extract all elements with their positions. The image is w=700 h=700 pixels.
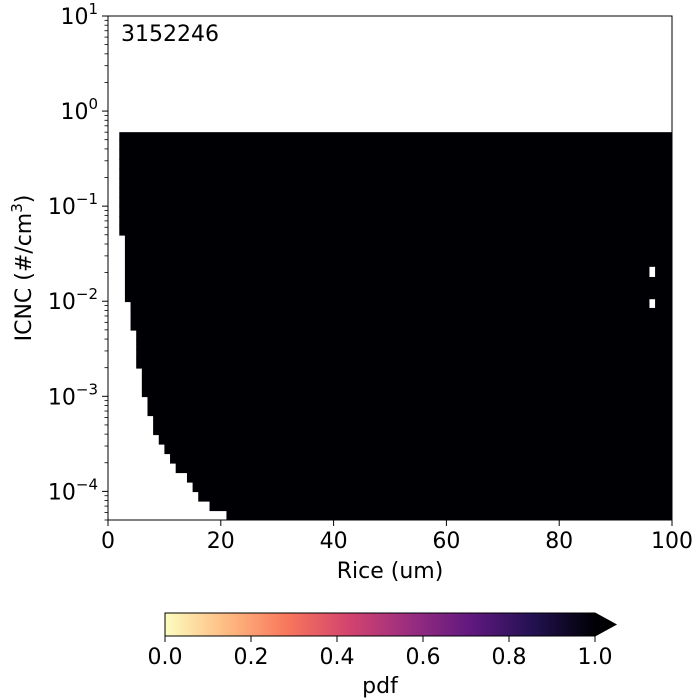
heatmap-cell-row-37 xyxy=(119,159,672,170)
heatmap-cell-row-32 xyxy=(119,206,672,217)
y-tick-label: 101 xyxy=(60,0,98,30)
heatmap-cell-row-26 xyxy=(124,263,672,274)
heatmap-cell-row-0 xyxy=(226,510,672,520)
heatmap-cell-row-18 xyxy=(136,339,672,350)
heatmap-cell-row-22 xyxy=(130,301,672,312)
heatmap-cell-row-24 xyxy=(124,282,672,293)
colorbar-tick-label: 1.0 xyxy=(578,645,613,670)
plot-frame xyxy=(107,15,673,521)
heatmap-cell-row-13 xyxy=(141,387,672,398)
y-axis-label: ICNC (#/cm3) xyxy=(8,195,37,342)
colorbar-gradient xyxy=(165,613,595,636)
heatmap-cell-row-14 xyxy=(141,377,672,388)
colorbar-tick-label: 0.4 xyxy=(320,645,355,670)
heatmap-cell-row-11 xyxy=(147,406,672,417)
heatmap-cell-row-1 xyxy=(209,501,672,512)
x-tick-label: 40 xyxy=(320,529,348,554)
colorbar-tick-label: 0.2 xyxy=(234,645,269,670)
y-tick-label: 10−4 xyxy=(48,475,98,505)
colorbar-extend-arrow xyxy=(595,613,616,636)
heatmap-cell-row-25 xyxy=(124,273,672,284)
heatmap-empty-cell-0 xyxy=(649,266,656,277)
heatmap-cell-row-12 xyxy=(147,396,672,407)
annotation-label: 3152246 xyxy=(121,22,219,47)
heatmap-cell-row-39 xyxy=(119,140,672,151)
y-tick-label: 10−3 xyxy=(48,380,98,410)
colorbar-tick-label: 0.0 xyxy=(148,645,183,670)
heatmap-cell-row-21 xyxy=(130,311,672,322)
heatmap-empty-cell-1 xyxy=(649,299,656,308)
colorbar-tick-label: 0.8 xyxy=(492,645,527,670)
heatmap-cell-row-19 xyxy=(136,330,672,341)
x-axis-label: Rice (um) xyxy=(337,559,444,584)
x-tick-label: 20 xyxy=(207,529,235,554)
y-tick-label: 10−1 xyxy=(48,190,98,220)
heatmap-cell-row-15 xyxy=(141,368,672,379)
colorbar-label: pdf xyxy=(362,674,399,699)
heatmap-cell-row-5 xyxy=(175,463,672,474)
colorbar: 0.0 0.2 0.4 0.6 0.8 1.0 xyxy=(148,612,618,670)
heatmap-cell-row-6 xyxy=(170,453,672,464)
heatmap-cell-row-7 xyxy=(164,444,672,455)
heatmap-cell-row-8 xyxy=(158,434,672,445)
heatmap-cell-row-9 xyxy=(153,425,672,436)
heatmap-cell-row-30 xyxy=(119,225,672,236)
heatmap-cell-row-2 xyxy=(198,491,672,502)
heatmap-cells xyxy=(119,132,672,520)
x-tick-label: 60 xyxy=(432,529,460,554)
heatmap-cell-row-10 xyxy=(153,415,672,426)
heatmap-cell-row-28 xyxy=(124,244,672,255)
heatmap-cell-row-20 xyxy=(130,320,672,331)
heatmap-cell-row-23 xyxy=(124,292,672,303)
heatmap-cell-row-34 xyxy=(119,187,672,198)
x-tick-label: 100 xyxy=(651,529,693,554)
colorbar-tick-label: 0.6 xyxy=(406,645,441,670)
heatmap-cell-row-38 xyxy=(119,149,672,160)
plot-area xyxy=(107,15,673,521)
x-tick-label: 0 xyxy=(101,529,115,554)
heatmap-cell-row-3 xyxy=(192,482,672,493)
heatmap-cell-row-35 xyxy=(119,178,672,189)
heatmap-cell-row-31 xyxy=(119,216,672,227)
y-tick-label: 100 xyxy=(60,95,98,125)
y-tick-label: 10−2 xyxy=(48,285,98,315)
heatmap-cell-row-17 xyxy=(136,349,672,360)
colorbar-frame xyxy=(164,612,618,637)
heatmap-cell-row-33 xyxy=(119,197,672,208)
heatmap-cell-row-36 xyxy=(119,168,672,179)
heatmap-cell-row-40 xyxy=(119,132,672,141)
heatmap-cell-row-4 xyxy=(186,472,672,483)
x-axis: 0 20 40 60 80 100 xyxy=(101,520,693,554)
heatmap-cell-row-27 xyxy=(124,254,672,265)
y-axis: 10−4 10−3 10−2 10−1 100 101 xyxy=(48,0,108,521)
x-tick-label: 80 xyxy=(545,529,573,554)
heatmap-cell-row-29 xyxy=(124,235,672,246)
heatmap-cell-row-16 xyxy=(136,358,672,369)
